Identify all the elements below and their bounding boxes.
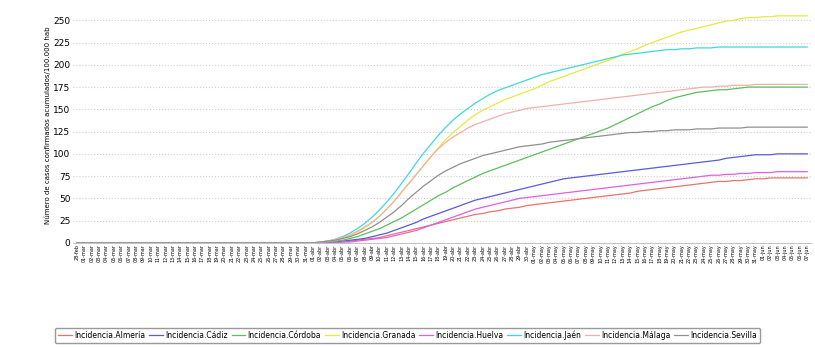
- Y-axis label: Número de casos confirmados acumulados/100.000 hab: Número de casos confirmados acumulados/1…: [44, 26, 51, 224]
- Legend: Incidencia.Almería, Incidencia.Cádiz, Incidencia.Córdoba, Incidencia.Granada, In: Incidencia.Almería, Incidencia.Cádiz, In…: [55, 328, 760, 343]
